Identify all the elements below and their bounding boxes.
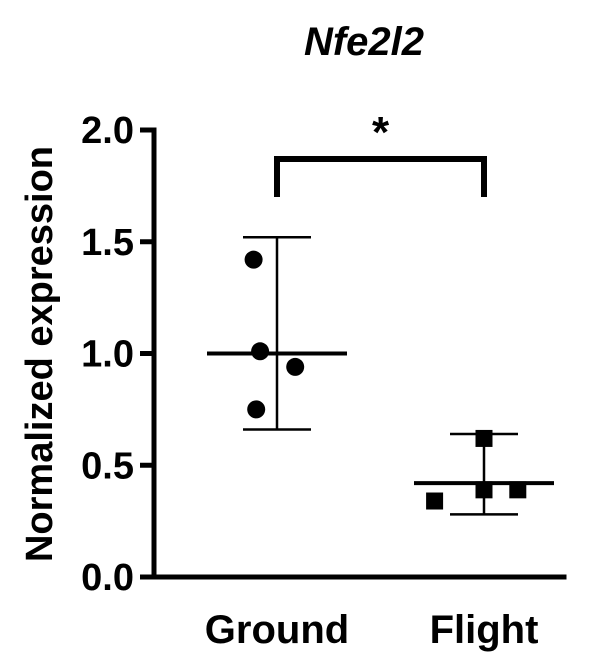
y-tick-label: 0.0 [81,557,134,599]
x-category-label: Flight [430,608,539,652]
y-axis-label: Normalized expression [19,146,61,562]
data-point [426,492,444,510]
data-point [247,400,266,419]
data-point [475,481,493,499]
chart-title: Nfe2l2 [304,20,424,64]
y-tick-label: 1.5 [81,222,134,264]
y-tick-label: 1.0 [81,334,134,376]
significance-bracket [274,156,487,197]
data-point [509,481,527,499]
y-tick-label: 0.5 [81,445,134,487]
y-tick-label: 2.0 [81,110,134,152]
significance-label: * [372,108,390,157]
data-point [244,250,263,269]
data-point [475,429,493,447]
x-category-label: Ground [205,608,349,652]
plot-area: 0.0 0.5 1.0 1.5 2.0 Ground Flight * [81,108,567,652]
data-point [286,357,305,376]
data-point [251,342,270,361]
